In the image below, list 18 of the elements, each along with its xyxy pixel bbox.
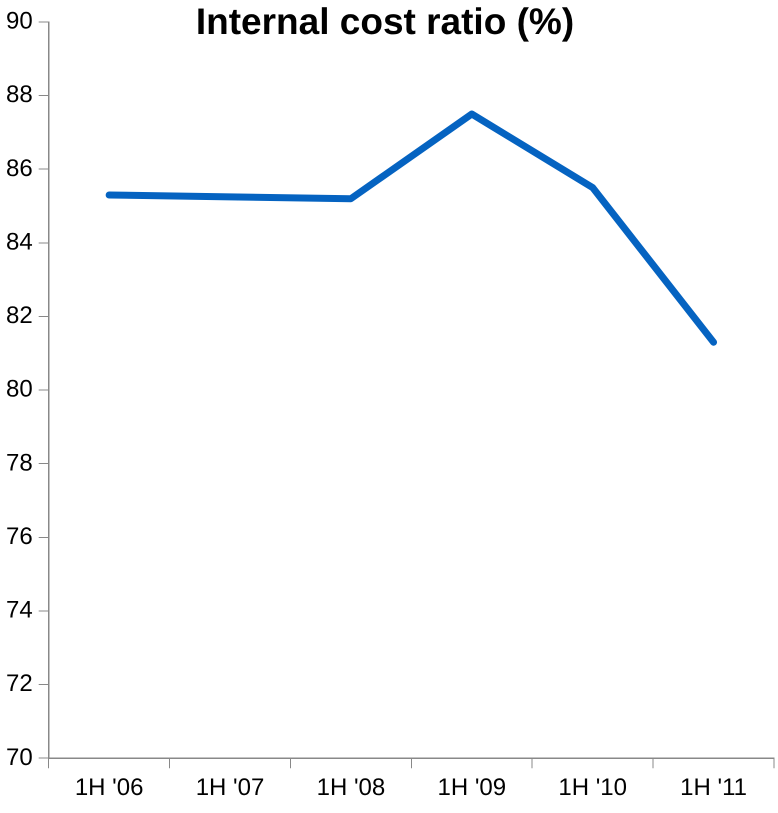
x-tick-label: 1H '08 [316, 774, 386, 802]
y-tick-label: 88 [6, 81, 33, 108]
y-tick-label: 90 [6, 8, 33, 35]
y-tick-label: 80 [6, 376, 33, 403]
y-tick-label: 70 [6, 744, 33, 771]
x-tick-label: 1H '07 [196, 774, 264, 802]
y-tick-label: 76 [6, 522, 33, 550]
y-tick-label: 78 [6, 449, 33, 476]
y-tick-label: 82 [6, 302, 33, 330]
y-tick-label: 86 [6, 154, 33, 182]
x-tick-label: 1H '11 [680, 774, 747, 802]
x-tick-label: 1H '09 [437, 774, 506, 802]
y-tick-label: 84 [6, 228, 33, 256]
x-tick-label: 1H '10 [558, 774, 627, 802]
x-tick-label: 1H '06 [74, 774, 144, 802]
chart-title: Internal cost ratio (%) [196, 1, 574, 42]
y-tick-label: 72 [6, 670, 33, 698]
y-tick-label: 74 [6, 596, 33, 624]
